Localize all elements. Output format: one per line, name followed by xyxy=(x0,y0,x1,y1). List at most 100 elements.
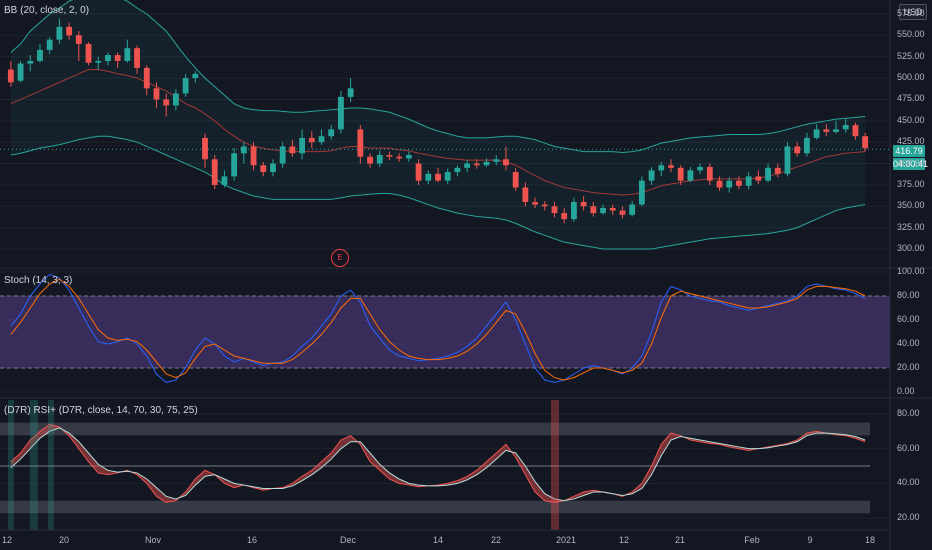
rsi-fill xyxy=(10,424,866,503)
time-tick: 14 xyxy=(432,535,444,545)
candle-body xyxy=(561,213,568,220)
rsi-signal-column xyxy=(30,400,38,530)
candle-body xyxy=(357,129,364,157)
candle-body xyxy=(240,146,247,154)
stoch-tick: 20.00 xyxy=(897,362,920,372)
rsi-line xyxy=(10,423,866,503)
candle-body xyxy=(794,146,801,154)
candle-body xyxy=(658,165,665,171)
price-tick: 400.00 xyxy=(897,157,925,168)
candle-body xyxy=(677,167,684,181)
candle-body xyxy=(551,206,558,214)
candle-body xyxy=(706,166,713,181)
price-tick: 475.00 xyxy=(897,93,925,104)
time-tick: 12 xyxy=(1,535,13,545)
rsi-lower-zone xyxy=(0,500,870,514)
candle-body xyxy=(95,61,102,63)
candle-body xyxy=(648,170,655,181)
candle-body xyxy=(813,129,820,138)
candle-body xyxy=(163,99,170,106)
candle-body xyxy=(289,146,296,154)
candle-body xyxy=(765,167,771,181)
candle-body xyxy=(697,166,704,171)
time-tick: 21 xyxy=(674,535,686,545)
candle-body xyxy=(75,35,82,44)
candle-body xyxy=(182,78,189,94)
candle-body xyxy=(27,61,34,64)
candle-body xyxy=(638,180,645,205)
price-tick: 450.00 xyxy=(897,114,925,125)
candle-body xyxy=(580,202,587,207)
rsi-layer xyxy=(0,400,870,530)
candle-body xyxy=(784,146,791,174)
countdown-badge: 04:00:41 xyxy=(893,158,929,170)
candle-body xyxy=(405,155,412,159)
rsi-upper-zone xyxy=(0,422,870,436)
candle-body xyxy=(415,163,422,181)
candle-body xyxy=(716,180,723,188)
currency-button[interactable]: USD xyxy=(899,4,927,20)
candle-body xyxy=(221,176,228,185)
candle-body xyxy=(668,165,674,168)
candle-body xyxy=(803,137,810,154)
stoch-indicator-label[interactable]: Stoch (14, 3, 3) xyxy=(4,275,73,286)
time-tick: 20 xyxy=(58,535,70,545)
bollinger-fill xyxy=(10,0,866,249)
candle-body xyxy=(522,187,529,202)
time-tick: 9 xyxy=(807,535,813,545)
time-tick: Nov xyxy=(144,535,162,545)
candle-body xyxy=(124,48,131,61)
price-tick: 575.00 xyxy=(897,8,925,18)
candle-body xyxy=(590,206,597,214)
candle-body xyxy=(570,202,577,220)
candle-body xyxy=(299,137,306,154)
stoch-tick: 0.00 xyxy=(897,386,915,396)
bb-fill-area xyxy=(10,0,866,249)
candle-body xyxy=(105,55,111,61)
rsi-indicator-label[interactable]: (D7R) RSI+ (D7R, close, 14, 70, 30, 75, … xyxy=(4,405,198,416)
bb-basis-line xyxy=(10,69,866,196)
candle-body xyxy=(114,55,121,61)
time-tick: 22 xyxy=(490,535,502,545)
stoch-tick: 100.00 xyxy=(897,266,925,276)
candle-body xyxy=(17,63,24,81)
candle-body xyxy=(435,173,441,181)
candle-body xyxy=(376,155,383,164)
price-tick: 550.00 xyxy=(897,29,925,40)
earnings-marker[interactable]: E xyxy=(331,249,349,267)
candle-body xyxy=(609,207,616,211)
candle-body xyxy=(143,67,150,89)
candle-body xyxy=(56,26,63,40)
bb-indicator-label[interactable]: BB (20, close, 2, 0) xyxy=(4,5,90,16)
price-tick: 525.00 xyxy=(897,50,925,61)
candle-body xyxy=(600,207,606,214)
candle-body xyxy=(833,129,839,132)
rsi-tick: 20.00 xyxy=(897,512,920,522)
candle-body xyxy=(745,176,752,186)
price-tick: 350.00 xyxy=(897,200,925,211)
candle-body xyxy=(532,202,538,205)
candle-body xyxy=(172,93,179,106)
last-price-badge: 416.79 xyxy=(893,145,925,157)
candle-body xyxy=(260,165,267,173)
candle-body xyxy=(66,26,73,36)
stoch-tick: 80.00 xyxy=(897,290,920,300)
candle-body xyxy=(367,156,373,164)
price-tick: 300.00 xyxy=(897,243,925,253)
candle-body xyxy=(464,163,471,168)
candle-body xyxy=(396,156,403,159)
bollinger-lines xyxy=(0,0,890,250)
candle-body xyxy=(755,176,762,181)
bb-upper-line xyxy=(10,0,866,153)
candle-body xyxy=(512,172,519,188)
candle-body xyxy=(629,204,636,215)
rsi-signal-column xyxy=(551,400,559,530)
rsi-tick: 40.00 xyxy=(897,477,920,488)
candle-body xyxy=(454,167,461,173)
candle-body xyxy=(774,167,781,174)
candle-body xyxy=(270,163,276,173)
stoch-d-line xyxy=(10,278,866,381)
price-tick: 325.00 xyxy=(897,221,925,232)
candle-body xyxy=(852,125,859,137)
